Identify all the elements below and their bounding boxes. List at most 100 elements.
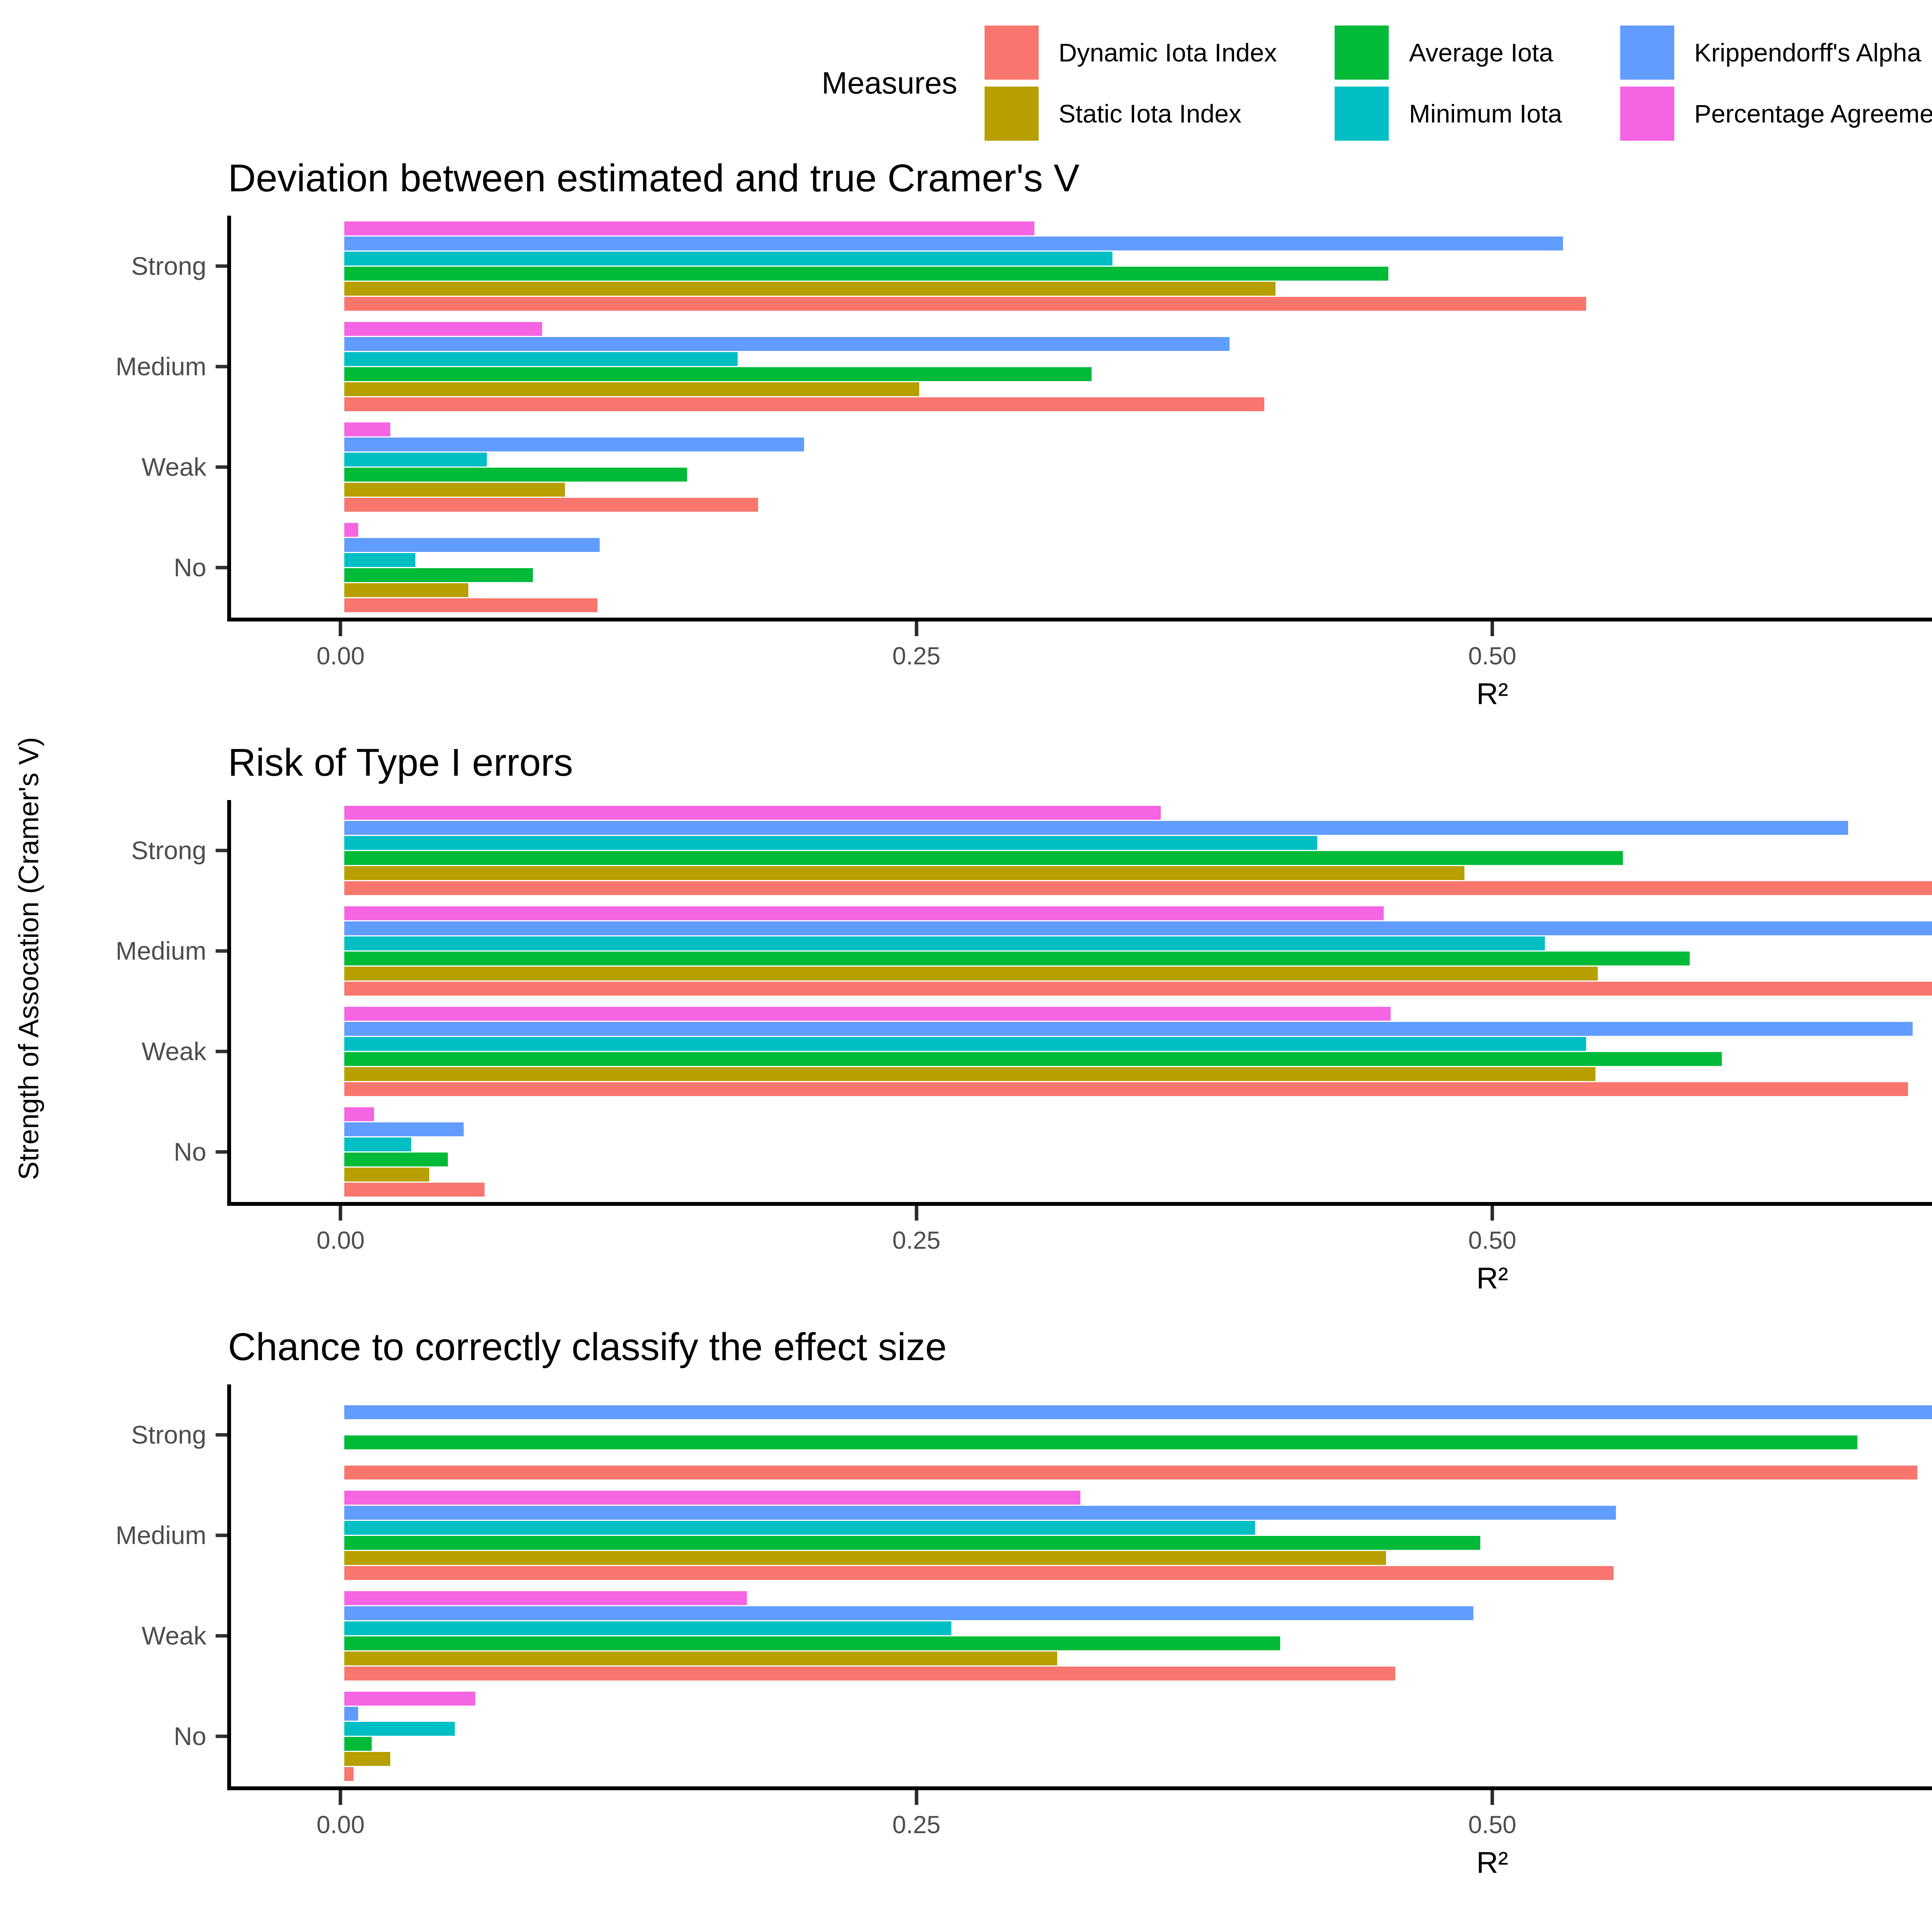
- x-axis-line: [227, 1786, 1932, 1790]
- x-axis-tick-label: 0.00: [316, 642, 365, 670]
- bar: [344, 382, 919, 396]
- chart-panel-type1-errors: Risk of Type I errors Strong Medium Weak No…: [58, 741, 1932, 1302]
- y-axis-tick: [216, 1634, 227, 1638]
- chart-title: Chance to correctly classify the effect …: [228, 1325, 947, 1369]
- bar-group: [231, 800, 1932, 901]
- bar: [344, 1536, 1481, 1550]
- bar-group: [231, 1485, 1932, 1585]
- y-category-label: No: [58, 1102, 227, 1202]
- bar: [344, 553, 416, 567]
- bar-group: [231, 1585, 1932, 1686]
- x-axis-tick-label: 0.25: [892, 642, 940, 670]
- legend-color-swatch: [984, 26, 1039, 80]
- bar-group: [231, 1001, 1932, 1102]
- bar: [344, 1465, 1918, 1479]
- x-axis-title: R²: [1476, 1261, 1509, 1295]
- category-text: Weak: [141, 1621, 206, 1650]
- bar: [344, 1520, 1255, 1535]
- bar: [344, 1566, 1614, 1580]
- figure-content: Measures Dynamic Iota Index Static Iota I…: [58, 0, 1932, 1917]
- bar-group: [231, 901, 1932, 1001]
- bar: [344, 1067, 1595, 1081]
- x-axis-tick: [915, 1206, 918, 1221]
- bar: [344, 821, 1849, 835]
- x-axis-tick-label: 0.00: [316, 1226, 365, 1254]
- bar-group: [231, 316, 1932, 417]
- x-axis-tick-label: 0.25: [892, 1226, 940, 1254]
- legend-entry-label: Percentage Agreement: [1694, 99, 1932, 128]
- bar: [344, 1152, 448, 1166]
- x-axis: 0.000.250.500.751.00R²: [227, 1786, 1932, 1887]
- bar: [344, 1666, 1395, 1680]
- bar: [344, 236, 1563, 250]
- y-axis-tick: [216, 1049, 227, 1053]
- legend: Measures Dynamic Iota Index Static Iota I…: [58, 19, 1932, 147]
- category-text: Strong: [131, 1420, 206, 1449]
- bar: [344, 1721, 455, 1736]
- legend-key: Percentage Agreement: [1620, 87, 1932, 141]
- y-category-labels: Strong Medium Weak No: [58, 216, 227, 618]
- bar: [344, 1167, 430, 1182]
- y-axis-tick: [216, 1150, 227, 1154]
- y-category-label: Weak: [58, 1585, 227, 1686]
- chart-title: Deviation between estimated and true Cra…: [228, 157, 1080, 200]
- bar: [344, 936, 1545, 950]
- legend-entry-label: Average Iota: [1409, 38, 1553, 67]
- y-category-label: Strong: [58, 216, 227, 316]
- bar: [344, 805, 1161, 820]
- bar: [344, 251, 1112, 266]
- bar: [344, 1706, 358, 1721]
- x-axis-tick-label: 0.50: [1468, 1811, 1517, 1839]
- bar-group: [231, 1384, 1932, 1485]
- bar: [344, 981, 1932, 996]
- x-axis-line: [227, 618, 1932, 621]
- legend-color-swatch: [1620, 26, 1674, 80]
- category-text: No: [173, 1722, 206, 1750]
- y-category-label: Weak: [58, 417, 227, 517]
- x-axis-tick-label: 0.00: [316, 1811, 365, 1839]
- x-axis-tick-label: 0.50: [1468, 1226, 1517, 1254]
- bar: [344, 337, 1230, 351]
- x-axis-tick-label: 0.50: [1468, 642, 1517, 670]
- x-axis-tick: [915, 1790, 918, 1805]
- x-axis-tick: [338, 621, 342, 636]
- bar: [344, 437, 804, 451]
- bar: [344, 322, 542, 336]
- plot-area: Strong Medium Weak No: [58, 216, 1932, 618]
- bar: [344, 1006, 1391, 1021]
- legend-key: Static Iota Index: [984, 87, 1277, 141]
- bar: [344, 1182, 485, 1197]
- bar: [344, 598, 597, 612]
- bar: [344, 921, 1932, 935]
- bar: [344, 452, 487, 466]
- y-category-label: Medium: [58, 316, 227, 417]
- bar: [344, 1052, 1722, 1066]
- bar: [344, 1490, 1080, 1505]
- legend-color-swatch: [1335, 26, 1389, 80]
- bar-group: [231, 1102, 1932, 1202]
- plot-area: Strong Medium Weak No: [58, 800, 1932, 1202]
- bar: [344, 1636, 1281, 1650]
- bar: [344, 422, 390, 436]
- y-category-label: No: [58, 1686, 227, 1786]
- plot-area: Strong Medium Weak No: [58, 1384, 1932, 1786]
- y-category-label: Strong: [58, 800, 227, 901]
- x-axis-tick: [338, 1206, 342, 1221]
- bar: [344, 266, 1389, 281]
- bar: [344, 1651, 1058, 1665]
- bar: [344, 221, 1034, 235]
- x-axis: 0.000.250.500.751.00R²: [227, 1202, 1932, 1302]
- y-category-label: Weak: [58, 1001, 227, 1102]
- bar: [344, 482, 565, 497]
- category-text: Weak: [141, 1037, 206, 1066]
- bar: [344, 866, 1464, 880]
- legend-entry-label: Krippendorff's Alpha: [1694, 38, 1922, 67]
- plot-panel: [227, 216, 1932, 618]
- bar: [344, 951, 1690, 965]
- x-axis: 0.000.250.500.751.00R²: [227, 618, 1932, 718]
- bar: [344, 281, 1276, 296]
- category-text: Weak: [141, 453, 206, 481]
- bar: [344, 1551, 1386, 1565]
- y-axis-tick: [216, 1533, 227, 1537]
